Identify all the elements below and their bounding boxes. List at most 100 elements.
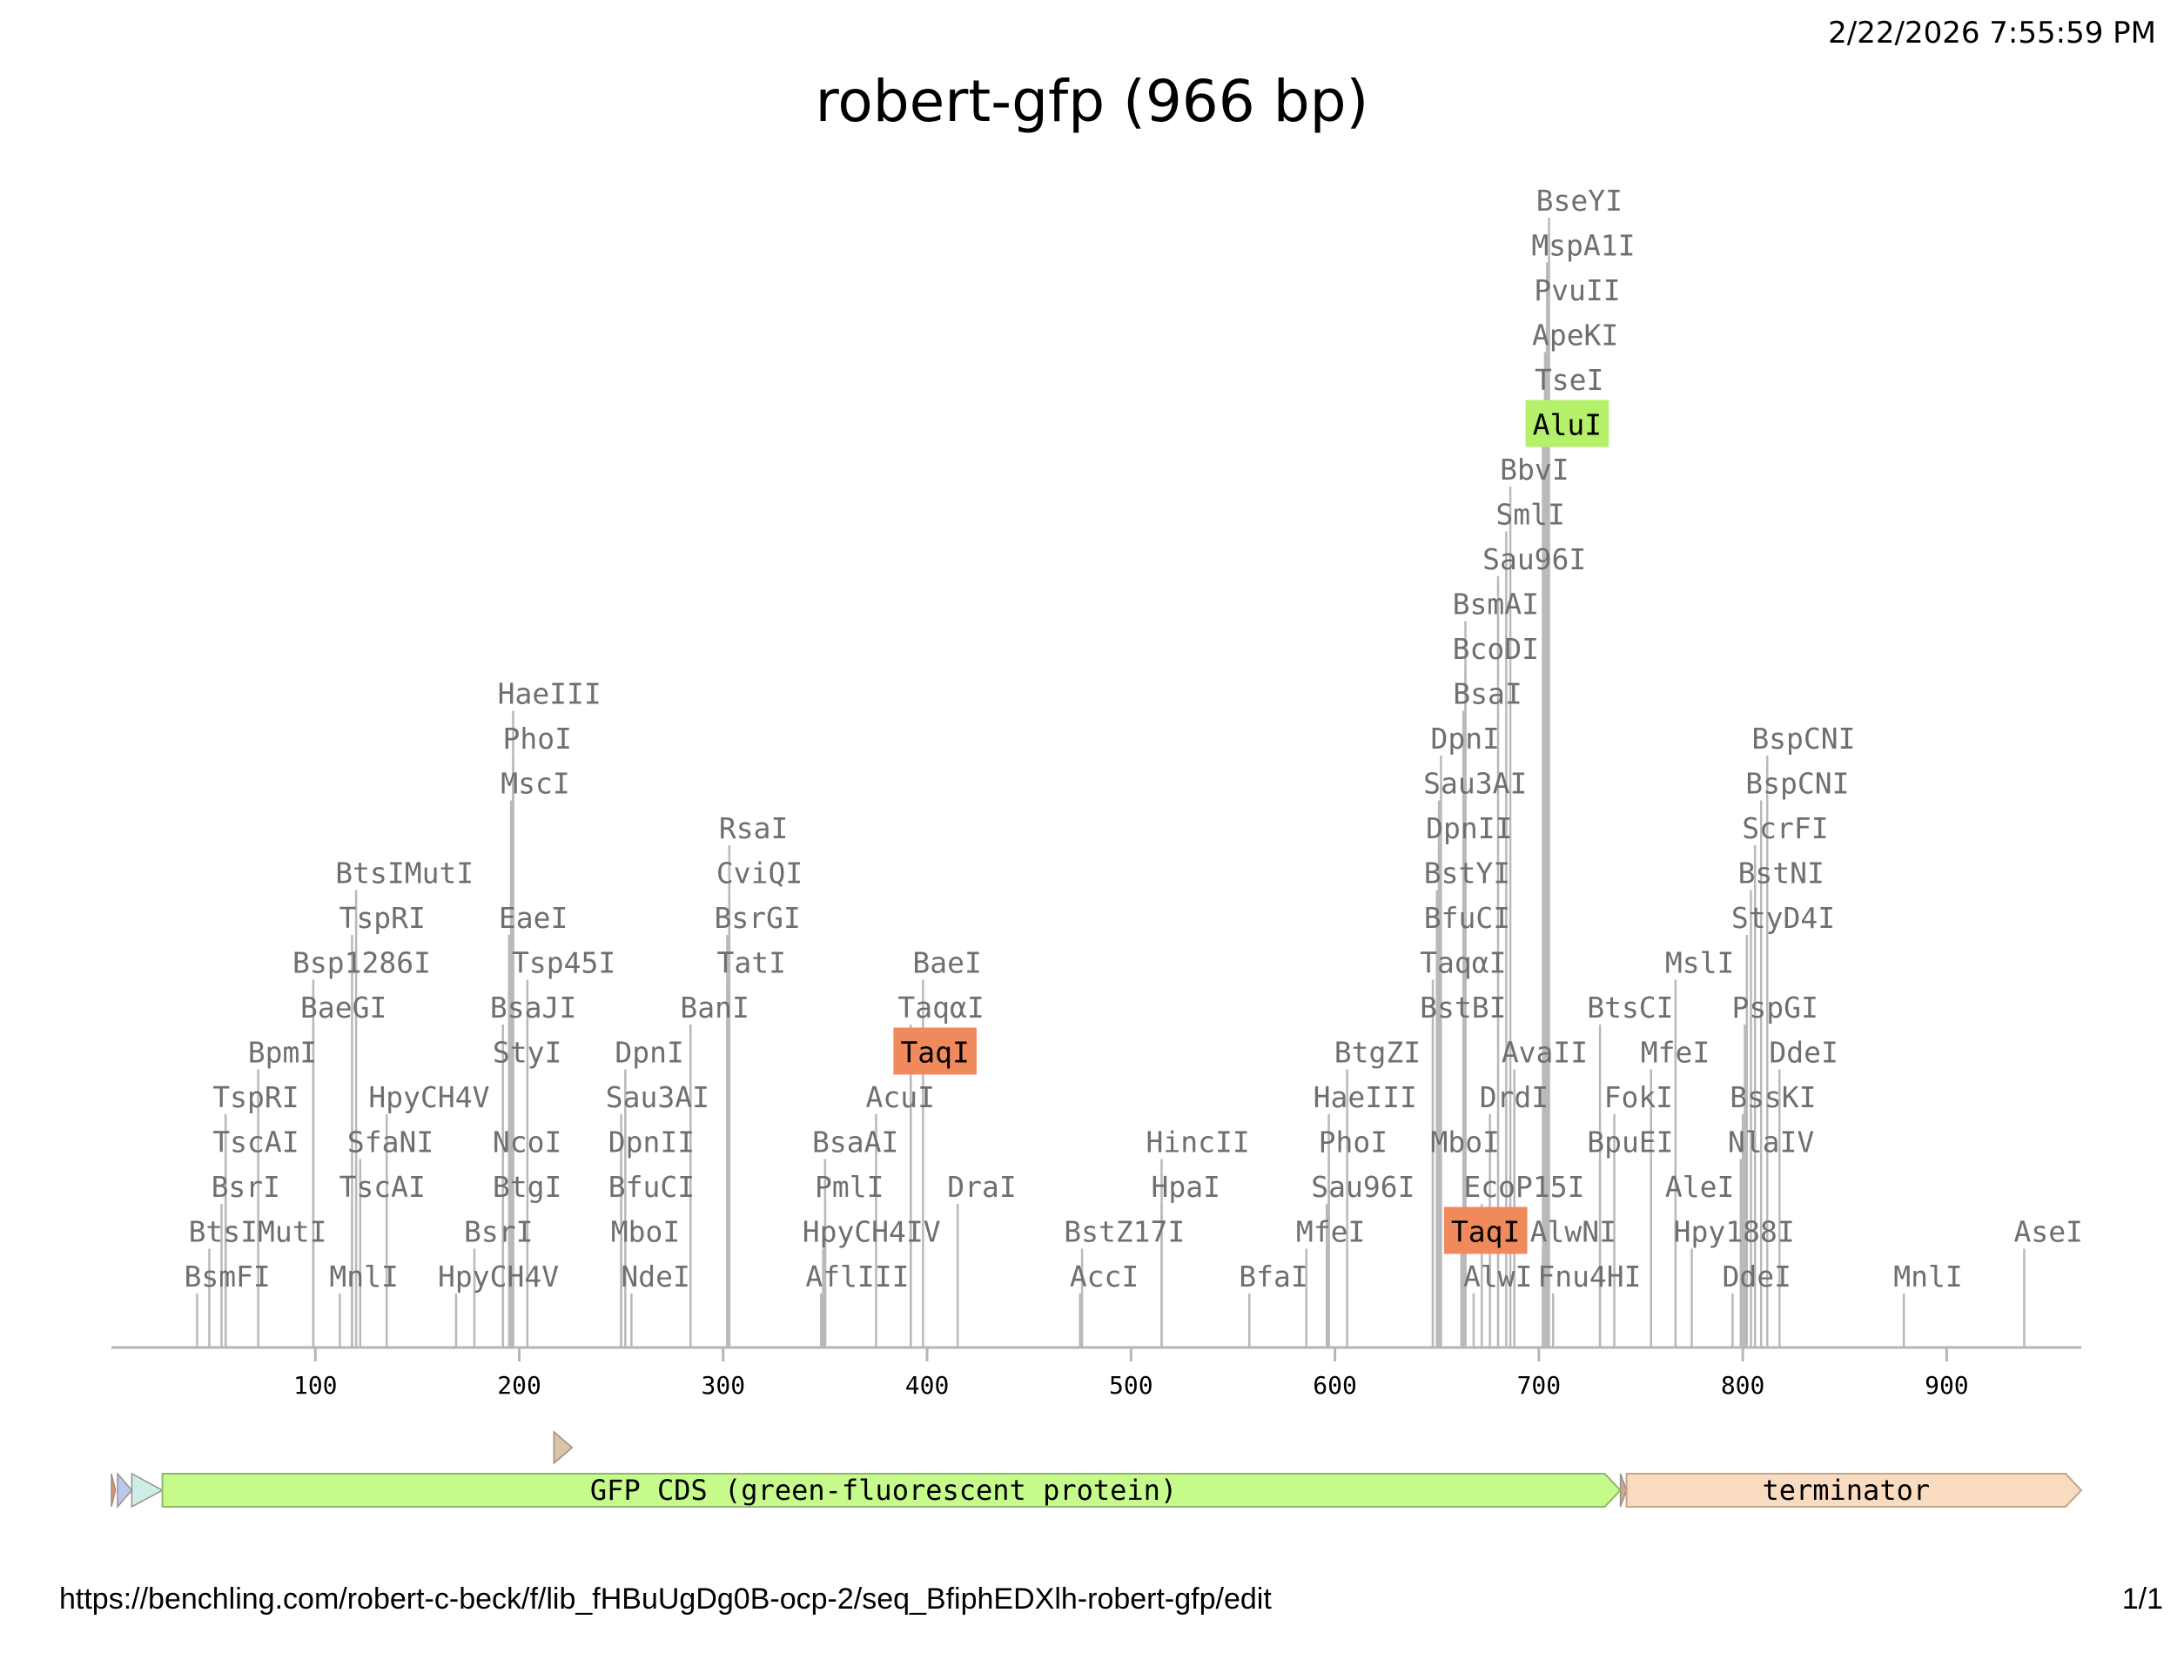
enzyme-label-foki[interactable]: FokI [1604, 1080, 1673, 1114]
enzyme-label-msli[interactable]: MslI [1665, 946, 1734, 980]
enzyme-label-scrfi[interactable]: ScrFI [1742, 811, 1828, 845]
enzyme-label-bstyi[interactable]: BstYI [1424, 857, 1510, 890]
enzyme-label-asei[interactable]: AseI [2013, 1215, 2082, 1249]
enzyme-label-bani[interactable]: BanI [680, 991, 749, 1025]
enzyme-label-btgzi[interactable]: BtgZI [1334, 1036, 1421, 1070]
enzyme-label-mboi[interactable]: MboI [1430, 1126, 1499, 1159]
enzyme-label-rsai[interactable]: RsaI [719, 811, 788, 845]
enzyme-label-bfuci[interactable]: BfuCI [608, 1170, 695, 1204]
enzyme-label-alwni[interactable]: AlwNI [1530, 1215, 1616, 1249]
enzyme-label-dpni[interactable]: DpnI [615, 1036, 683, 1070]
enzyme-label-mboi[interactable]: MboI [611, 1215, 680, 1249]
enzyme-label-mfei[interactable]: MfeI [1296, 1215, 1365, 1249]
enzyme-label-ddei[interactable]: DdeI [1769, 1036, 1838, 1070]
enzyme-label-bsmai[interactable]: BsmAI [1453, 588, 1539, 622]
feature-arrow[interactable] [161, 1473, 1622, 1508]
enzyme-label-drdi[interactable]: DrdI [1480, 1080, 1549, 1114]
enzyme-label-bsaai[interactable]: BsaAI [812, 1126, 898, 1159]
enzyme-label-dpni[interactable]: DpnI [1430, 722, 1499, 756]
enzyme-label-mnli[interactable]: MnlI [1893, 1260, 1962, 1294]
enzyme-label-haeiii[interactable]: HaeIII [1314, 1080, 1417, 1114]
enzyme-label-bsmfi[interactable]: BsmFI [184, 1260, 270, 1294]
enzyme-label-bcodi[interactable]: BcoDI [1453, 632, 1539, 666]
enzyme-label-bstni[interactable]: BstNI [1738, 857, 1824, 890]
enzyme-label-smli[interactable]: SmlI [1495, 498, 1564, 532]
enzyme-label-msci[interactable]: MscI [501, 767, 569, 801]
enzyme-label-tsp45i[interactable]: Tsp45I [512, 946, 615, 980]
enzyme-label-alui[interactable]: AluI [1533, 408, 1602, 442]
enzyme-label-ecop15i[interactable]: EcoP15I [1463, 1170, 1584, 1204]
enzyme-label-dpnii[interactable]: DpnII [608, 1126, 695, 1159]
enzyme-label-sau96i[interactable]: Sau96I [1311, 1170, 1415, 1204]
enzyme-label-ddei[interactable]: DdeI [1722, 1260, 1791, 1294]
enzyme-label-btgi[interactable]: BtgI [493, 1170, 561, 1204]
enzyme-label-baegi[interactable]: BaeGI [300, 991, 386, 1025]
enzyme-label-hpy188i[interactable]: Hpy188I [1674, 1215, 1795, 1249]
enzyme-label-bseyi[interactable]: BseYI [1536, 184, 1623, 218]
enzyme-label-bbvi[interactable]: BbvI [1500, 453, 1569, 487]
enzyme-label-bspcni[interactable]: BspCNI [1745, 767, 1849, 801]
enzyme-label-sau3ai[interactable]: Sau3AI [606, 1080, 709, 1114]
enzyme-label-tati[interactable]: TatI [717, 946, 786, 980]
enzyme-label-taqαi[interactable]: TaqαI [897, 991, 984, 1025]
feature-arrow[interactable] [1625, 1473, 2083, 1508]
enzyme-label-bsski[interactable]: BssKI [1730, 1080, 1816, 1114]
enzyme-label-phoi[interactable]: PhoI [1319, 1126, 1388, 1159]
feature-marker[interactable] [131, 1472, 165, 1509]
enzyme-label-hpych4v[interactable]: HpyCH4V [438, 1260, 559, 1294]
enzyme-label-dpnii[interactable]: DpnII [1426, 811, 1512, 845]
enzyme-label-taqi[interactable]: TaqI [900, 1036, 969, 1070]
enzyme-label-eaei[interactable]: EaeI [499, 901, 568, 935]
enzyme-label-bsri[interactable]: BsrI [464, 1215, 533, 1249]
enzyme-label-tsei[interactable]: TseI [1535, 363, 1603, 397]
enzyme-label-apeki[interactable]: ApeKI [1532, 319, 1618, 353]
enzyme-label-bsri[interactable]: BsrI [212, 1170, 280, 1204]
enzyme-label-bstbi[interactable]: BstBI [1420, 991, 1506, 1025]
enzyme-label-hincii[interactable]: HincII [1146, 1126, 1250, 1159]
enzyme-label-pmli[interactable]: PmlI [815, 1170, 884, 1204]
enzyme-label-mspa1i[interactable]: MspA1I [1531, 229, 1635, 263]
feature-marker[interactable] [553, 1430, 574, 1465]
enzyme-label-pspgi[interactable]: PspGI [1732, 991, 1818, 1025]
enzyme-label-hpych4iv[interactable]: HpyCH4IV [803, 1215, 941, 1249]
enzyme-label-bpmi[interactable]: BpmI [248, 1036, 317, 1070]
enzyme-label-fnu4hi[interactable]: Fnu4HI [1537, 1260, 1641, 1294]
feature-marker[interactable] [111, 1473, 117, 1508]
enzyme-label-afliii[interactable]: AflIII [805, 1260, 909, 1294]
enzyme-label-styd4i[interactable]: StyD4I [1731, 901, 1835, 935]
enzyme-label-bsp1286i[interactable]: Bsp1286I [292, 946, 431, 980]
enzyme-label-bspcni[interactable]: BspCNI [1751, 722, 1855, 756]
enzyme-label-phoi[interactable]: PhoI [503, 722, 572, 756]
enzyme-label-alei[interactable]: AleI [1665, 1170, 1734, 1204]
enzyme-label-sau96i[interactable]: Sau96I [1482, 542, 1586, 576]
enzyme-label-tscai[interactable]: TscAI [212, 1126, 299, 1159]
enzyme-label-acui[interactable]: AcuI [866, 1080, 935, 1114]
enzyme-label-bsrgi[interactable]: BsrGI [715, 901, 801, 935]
enzyme-label-alwi[interactable]: AlwI [1463, 1260, 1532, 1294]
enzyme-label-bpuei[interactable]: BpuEI [1587, 1126, 1673, 1159]
enzyme-label-sfani[interactable]: SfaNI [347, 1126, 433, 1159]
enzyme-label-hpai[interactable]: HpaI [1152, 1170, 1220, 1204]
enzyme-label-hpych4v[interactable]: HpyCH4V [368, 1080, 489, 1114]
enzyme-label-btsimuti[interactable]: BtsIMutI [335, 857, 474, 890]
enzyme-label-bstz17i[interactable]: BstZ17I [1064, 1215, 1185, 1249]
enzyme-label-tspri[interactable]: TspRI [339, 901, 426, 935]
enzyme-label-avaii[interactable]: AvaII [1502, 1036, 1588, 1070]
enzyme-label-mfei[interactable]: MfeI [1641, 1036, 1710, 1070]
enzyme-label-cviqi[interactable]: CviQI [716, 857, 803, 890]
enzyme-label-taqi[interactable]: TaqI [1451, 1215, 1520, 1249]
enzyme-label-acci[interactable]: AccI [1070, 1260, 1139, 1294]
enzyme-label-bsai[interactable]: BsaI [1453, 677, 1522, 711]
enzyme-label-ncoi[interactable]: NcoI [493, 1126, 561, 1159]
enzyme-label-sau3ai[interactable]: Sau3AI [1423, 767, 1527, 801]
enzyme-label-bfai[interactable]: BfaI [1239, 1260, 1307, 1294]
enzyme-label-btsci[interactable]: BtsCI [1587, 991, 1673, 1025]
enzyme-label-drai[interactable]: DraI [947, 1170, 1016, 1204]
enzyme-label-tscai[interactable]: TscAI [339, 1170, 426, 1204]
enzyme-label-bfuci[interactable]: BfuCI [1424, 901, 1510, 935]
enzyme-label-ndei[interactable]: NdeI [621, 1260, 689, 1294]
enzyme-label-mnli[interactable]: MnlI [329, 1260, 398, 1294]
enzyme-label-baei[interactable]: BaeI [912, 946, 981, 980]
enzyme-label-tspri[interactable]: TspRI [212, 1080, 299, 1114]
feature-marker[interactable] [117, 1471, 133, 1509]
